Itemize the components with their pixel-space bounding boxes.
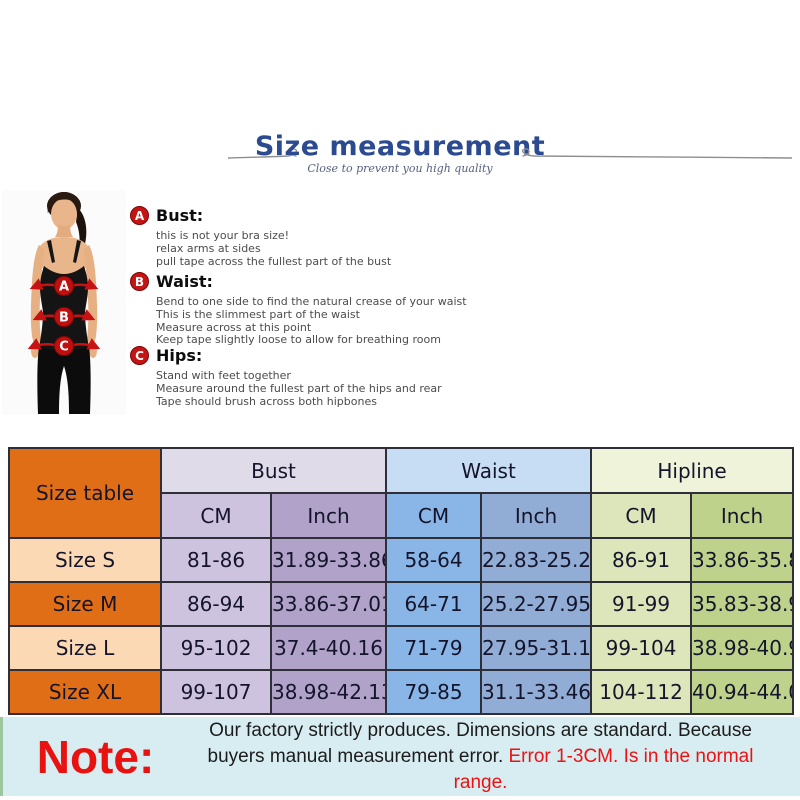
cell-bust-inch: 37.4-40.16 xyxy=(269,625,388,671)
note-text-highlight: Error 1-3CM. Is in the normal range. xyxy=(453,745,754,793)
cell-waist-cm: 58-64 xyxy=(385,537,483,583)
note-label: Note: xyxy=(36,730,155,783)
page-title: Size measurement xyxy=(254,131,546,162)
size-table-corner: Size table xyxy=(8,447,162,539)
subheader-waist-cm: CM xyxy=(385,492,483,539)
note-text: Our factory strictly produces. Dimension… xyxy=(188,718,773,796)
table-row: Size L 95-102 37.4-40.16 71-79 27.95-31.… xyxy=(8,625,795,671)
hips-line: Measure around the fullest part of the h… xyxy=(156,381,442,395)
column-group-bust: Bust xyxy=(159,447,388,494)
hips-title: Hips: xyxy=(156,346,203,365)
size-label: Size M xyxy=(8,581,162,627)
column-group-waist: Waist xyxy=(385,447,593,494)
figure-marker-c: C xyxy=(59,340,69,355)
model-figure-illustration: A B C xyxy=(2,190,126,414)
waist-line: Keep tape slightly loose to allow for br… xyxy=(156,333,441,347)
cell-bust-cm: 99-107 xyxy=(160,669,272,715)
figure-marker-a: A xyxy=(59,280,69,295)
cell-hipline-inch: 35.83-38.98 xyxy=(690,581,795,627)
cell-bust-cm: 81-86 xyxy=(160,537,272,583)
cell-waist-inch: 25.2-27.95 xyxy=(480,581,593,627)
table-row: Size XL 99-107 38.98-42.13 79-85 31.1-33… xyxy=(8,669,795,715)
flourish-right-icon xyxy=(508,147,792,163)
figure-marker-b: B xyxy=(59,311,69,326)
bust-line: this is not your bra size! xyxy=(156,229,290,242)
guide-section-waist: B Waist: Bend to one side to find the na… xyxy=(130,272,467,347)
bust-marker-icon: A xyxy=(130,206,149,225)
cell-hipline-cm: 91-99 xyxy=(590,581,693,627)
bust-line: relax arms at sides xyxy=(156,241,261,255)
hips-line: Tape should brush across both hipbones xyxy=(156,394,377,408)
cell-hipline-inch: 40.94-44.09 xyxy=(690,669,795,715)
note-text-black: Our factory strictly produces. Dimension… xyxy=(207,719,752,767)
cell-waist-inch: 27.95-31.1 xyxy=(480,625,593,671)
guide-section-hips: C Hips: Stand with feet together Measure… xyxy=(130,346,442,408)
waist-marker-icon: B xyxy=(130,272,149,291)
table-row: Size S 81-86 31.89-33.86 58-64 22.83-25.… xyxy=(8,537,795,583)
note-section: Note: Our factory strictly produces. Dim… xyxy=(0,717,800,796)
guide-section-bust: A Bust: this is not your bra size! relax… xyxy=(130,206,391,268)
size-label: Size S xyxy=(8,537,162,583)
size-table: Size table Bust Waist Hipline CM Inch CM… xyxy=(8,447,795,715)
subheader-hipline-inch: Inch xyxy=(690,492,795,539)
cell-bust-cm: 95-102 xyxy=(160,625,272,671)
subheader-hipline-cm: CM xyxy=(590,492,693,539)
page-subtitle: Close to prevent you high quality xyxy=(307,162,493,175)
cell-bust-inch: 33.86-37.01 xyxy=(269,581,388,627)
size-label: Size XL xyxy=(8,669,162,715)
flourish-left-icon xyxy=(228,147,302,163)
cell-hipline-cm: 99-104 xyxy=(590,625,693,671)
waist-line: Measure across at this point xyxy=(156,320,312,334)
cell-waist-cm: 71-79 xyxy=(385,625,483,671)
size-label: Size L xyxy=(8,625,162,671)
bust-title: Bust: xyxy=(156,206,204,225)
cell-bust-inch: 38.98-42.13 xyxy=(269,669,388,715)
hips-line: Stand with feet together xyxy=(156,369,291,382)
subheader-bust-cm: CM xyxy=(160,492,272,539)
waist-line: This is the slimmest part of the waist xyxy=(156,307,360,321)
cell-bust-inch: 31.89-33.86 xyxy=(269,537,388,583)
column-group-hipline: Hipline xyxy=(590,447,795,494)
subheader-waist-inch: Inch xyxy=(480,492,593,539)
cell-waist-cm: 79-85 xyxy=(385,669,483,715)
table-row: Size M 86-94 33.86-37.01 64-71 25.2-27.9… xyxy=(8,581,795,627)
waist-line: Bend to one side to find the natural cre… xyxy=(156,295,467,308)
subheader-bust-inch: Inch xyxy=(269,492,388,539)
cell-waist-inch: 31.1-33.46 xyxy=(480,669,593,715)
cell-waist-inch: 22.83-25.2 xyxy=(480,537,593,583)
cell-hipline-cm: 104-112 xyxy=(590,669,693,715)
cell-hipline-cm: 86-91 xyxy=(590,537,693,583)
hips-marker-icon: C xyxy=(130,346,149,365)
cell-hipline-inch: 33.86-35.83 xyxy=(690,537,795,583)
waist-title: Waist: xyxy=(156,272,213,291)
bust-line: pull tape across the fullest part of the… xyxy=(156,254,392,268)
cell-waist-cm: 64-71 xyxy=(385,581,483,627)
cell-bust-cm: 86-94 xyxy=(160,581,272,627)
cell-hipline-inch: 38.98-40.94 xyxy=(690,625,795,671)
